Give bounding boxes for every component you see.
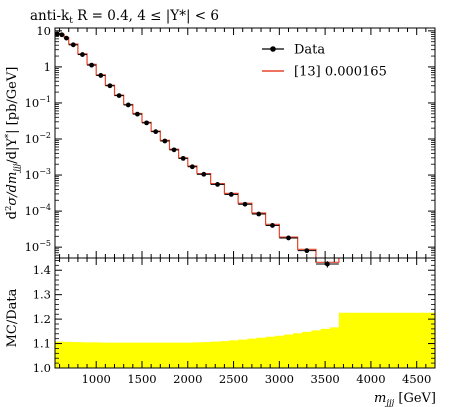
main-y-axis: 10 1 10−1 10−2 10−3 10−4 10−5 (25, 24, 435, 256)
data-point (68, 42, 78, 48)
data-point-marker (286, 235, 291, 241)
chart-title: anti-kt R = 0.4, 4 ≤ |Y*| < 6 (30, 8, 219, 26)
ratio-panel: 1.0 1.1 1.2 1.3 1.4 1000 1500 2000 2500 3000 3500… (5, 257, 436, 407)
data-points (54, 31, 339, 268)
y-tick-label: 10 (36, 24, 51, 38)
data-point (210, 182, 225, 187)
data-point-marker (189, 164, 195, 170)
data-point (96, 73, 106, 78)
data-point (224, 192, 239, 197)
legend-data-label: Data (294, 43, 325, 58)
ratio-y-tick-label: 1.1 (33, 337, 51, 351)
data-point-marker (70, 42, 76, 48)
data-point (279, 235, 298, 241)
data-point-marker (162, 138, 168, 144)
data-point (64, 35, 69, 41)
data-point (178, 155, 188, 161)
x-axis-label: mjjj [GeV] (374, 391, 436, 407)
ratio-y-tick-label: 1.4 (33, 263, 51, 277)
data-point-marker (215, 182, 220, 187)
ratio-x-axis: 1000 1500 2000 2500 3000 3500 4000 4500 (59, 258, 436, 386)
data-point-marker (325, 261, 330, 267)
data-point (251, 211, 266, 217)
data-point-marker (59, 32, 65, 38)
data-point (238, 201, 252, 207)
data-point-marker (153, 129, 159, 135)
x-tick-label: 1000 (82, 372, 111, 386)
data-point-marker (304, 248, 310, 254)
data-point-marker (144, 120, 149, 126)
data-point (114, 93, 124, 98)
ratio-y-axis-label: MC/Data (5, 288, 20, 347)
data-point-marker (201, 171, 207, 177)
data-point-marker (135, 111, 140, 117)
main-y-axis-label: d2σ/dmjjj/d|Y*| [pb/GeV] (4, 67, 22, 220)
data-point-marker (125, 102, 131, 108)
ratio-y-tick-label: 1.0 (33, 361, 51, 375)
main-x-ticks (59, 28, 436, 258)
x-tick-label: 4000 (356, 372, 385, 386)
data-point-marker (89, 62, 95, 68)
data-point (87, 62, 97, 68)
data-point (196, 171, 211, 177)
y-tick-label: 10−2 (25, 131, 51, 146)
y-tick-label: 10−1 (25, 95, 51, 110)
data-point (141, 120, 152, 126)
data-point (265, 223, 280, 228)
x-tick-label: 2000 (173, 372, 202, 386)
data-point (123, 102, 133, 108)
data-point-marker (270, 223, 275, 228)
data-point-marker (107, 83, 113, 89)
ratio-uncertainty-band (55, 312, 435, 368)
y-tick-label: 10−5 (25, 239, 51, 254)
ratio-y-tick-label: 1.3 (33, 288, 51, 302)
ratio-y-tick-label: 1.2 (33, 312, 51, 326)
data-point-marker (228, 192, 234, 197)
data-point (187, 164, 197, 170)
data-point (297, 248, 316, 254)
main-panel: 10 1 10−1 10−2 10−3 10−4 10−5 Data [13] 0.0001… (4, 24, 436, 268)
x-tick-label: 3000 (265, 372, 294, 386)
ratio-y-axis: 1.0 1.1 1.2 1.3 1.4 (33, 260, 435, 375)
data-point-marker (180, 155, 186, 161)
data-point-marker (54, 31, 60, 37)
data-point (151, 129, 161, 135)
y-tick-label: 1 (44, 60, 51, 74)
y-tick-label: 10−4 (25, 203, 51, 218)
legend: Data [13] 0.000165 (262, 43, 387, 80)
data-point-marker (116, 93, 122, 98)
x-tick-label: 4500 (402, 372, 431, 386)
data-point (77, 52, 88, 57)
data-point (169, 147, 179, 153)
data-point-marker (80, 52, 85, 57)
data-point-marker (98, 73, 104, 78)
data-point (132, 111, 142, 117)
data-point-marker (64, 35, 69, 41)
x-tick-label: 3500 (310, 372, 339, 386)
x-tick-label: 1500 (127, 372, 156, 386)
ratio-plot-frame (54, 257, 436, 369)
data-point (160, 138, 170, 144)
data-point-marker (256, 211, 262, 217)
data-point (315, 261, 339, 268)
data-point-marker (242, 201, 248, 207)
data-point (105, 83, 115, 89)
x-tick-label: 2500 (219, 372, 248, 386)
data-point-marker (171, 147, 177, 153)
data-point (54, 31, 60, 37)
data-point (59, 32, 65, 38)
y-tick-label: 10−3 (25, 167, 51, 182)
legend-mc-label: [13] 0.000165 (294, 65, 387, 80)
main-plot-frame (54, 27, 436, 259)
legend-data-marker (270, 46, 276, 52)
